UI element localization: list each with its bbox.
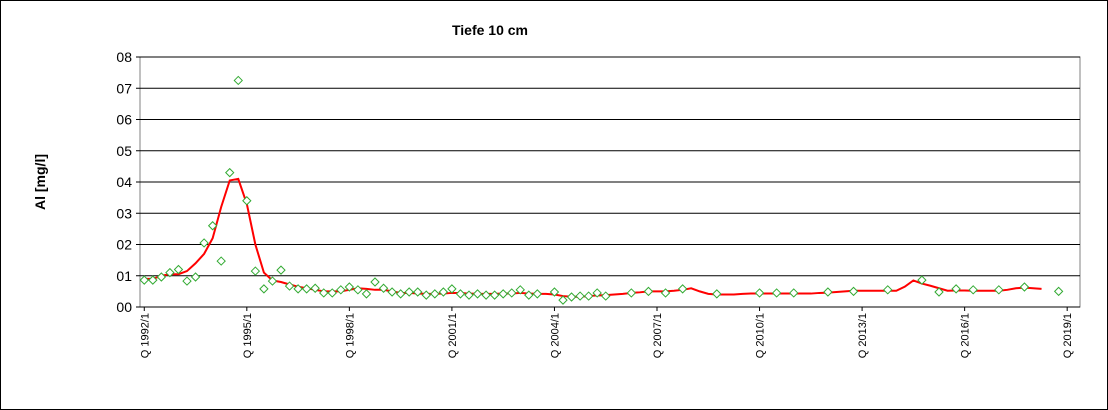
data-point — [404, 287, 414, 297]
chart-title: Tiefe 10 cm — [452, 22, 528, 38]
data-point — [190, 272, 201, 282]
data-point — [336, 285, 346, 295]
data-point — [293, 284, 303, 294]
data-point — [472, 289, 483, 299]
data-point — [507, 288, 517, 298]
data-point — [319, 288, 329, 298]
data-point — [156, 272, 167, 282]
data-point — [677, 284, 688, 294]
data-point — [1053, 286, 1064, 297]
data-point — [823, 287, 833, 297]
data-point — [370, 277, 380, 287]
data-point — [489, 290, 500, 300]
data-point — [848, 286, 859, 297]
data-point — [438, 287, 449, 297]
y-tick-label: 02 — [116, 237, 132, 253]
data-point — [361, 289, 372, 299]
x-tick-label: Q 2010/1 — [755, 313, 767, 358]
data-point — [395, 289, 406, 299]
data-point — [447, 284, 457, 294]
data-point — [148, 275, 158, 285]
data-point — [216, 256, 226, 266]
data-point — [575, 291, 585, 301]
x-tick-label: Q 1992/1 — [139, 313, 151, 358]
data-point — [182, 276, 192, 286]
data-point — [139, 275, 149, 285]
x-tick-label: Q 2016/1 — [960, 313, 972, 358]
y-axis-label: Al [mg/l] — [32, 154, 48, 210]
data-point — [413, 287, 423, 297]
data-point — [250, 266, 261, 276]
x-tick-label: Q 1998/1 — [344, 313, 356, 358]
data-point — [276, 265, 286, 275]
y-tick-label: 06 — [116, 112, 132, 128]
data-point — [660, 288, 671, 298]
x-tick-label: Q 2013/1 — [857, 313, 869, 358]
data-point — [165, 267, 175, 278]
data-point — [566, 292, 577, 302]
data-point — [327, 288, 337, 298]
data-point — [344, 282, 355, 292]
data-point — [387, 287, 397, 297]
y-tick-label: 00 — [116, 299, 132, 315]
data-point — [558, 295, 568, 305]
data-point — [968, 285, 978, 295]
data-point — [934, 287, 944, 297]
y-tick-label: 07 — [116, 80, 132, 96]
data-point — [583, 291, 594, 301]
x-tick-label: Q 2004/1 — [549, 313, 561, 358]
data-point — [592, 288, 602, 298]
data-point — [549, 287, 560, 297]
data-point — [173, 264, 184, 275]
data-point — [430, 289, 440, 299]
data-point — [301, 284, 312, 294]
data-point — [207, 221, 218, 231]
y-tick-label: 03 — [116, 205, 132, 221]
y-tick-label: 08 — [116, 49, 132, 65]
x-tick-label: Q 2007/1 — [652, 313, 664, 358]
x-tick-label: Q 1995/1 — [242, 313, 254, 358]
data-point — [284, 281, 295, 291]
data-point — [515, 285, 525, 295]
y-tick-label: 04 — [116, 174, 132, 190]
data-point — [524, 290, 534, 300]
data-point — [421, 290, 431, 300]
data-point — [643, 286, 654, 297]
data-point — [994, 285, 1004, 295]
data-point — [455, 289, 466, 299]
data-point — [951, 284, 961, 294]
data-point — [917, 275, 927, 285]
data-point — [481, 290, 491, 300]
data-point — [353, 285, 363, 295]
data-point — [310, 283, 320, 293]
data-point — [626, 288, 637, 298]
data-point — [259, 284, 269, 294]
data-point — [883, 285, 893, 295]
y-tick-label: 01 — [116, 268, 132, 284]
data-point — [532, 289, 543, 299]
x-tick-label: Q 2019/1 — [1062, 313, 1074, 358]
data-point — [712, 289, 722, 299]
data-point — [242, 196, 252, 206]
data-point — [1019, 282, 1030, 292]
data-point — [378, 283, 389, 293]
x-tick-label: Q 2001/1 — [447, 313, 459, 358]
data-point — [498, 289, 508, 299]
data-point — [601, 291, 611, 301]
data-point — [771, 288, 782, 298]
data-point — [225, 167, 235, 178]
data-point — [464, 290, 474, 300]
y-tick-label: 05 — [116, 143, 132, 159]
data-point — [199, 238, 209, 248]
data-point — [754, 288, 765, 298]
data-point — [267, 276, 278, 286]
data-point — [789, 288, 799, 298]
data-point — [233, 75, 243, 86]
